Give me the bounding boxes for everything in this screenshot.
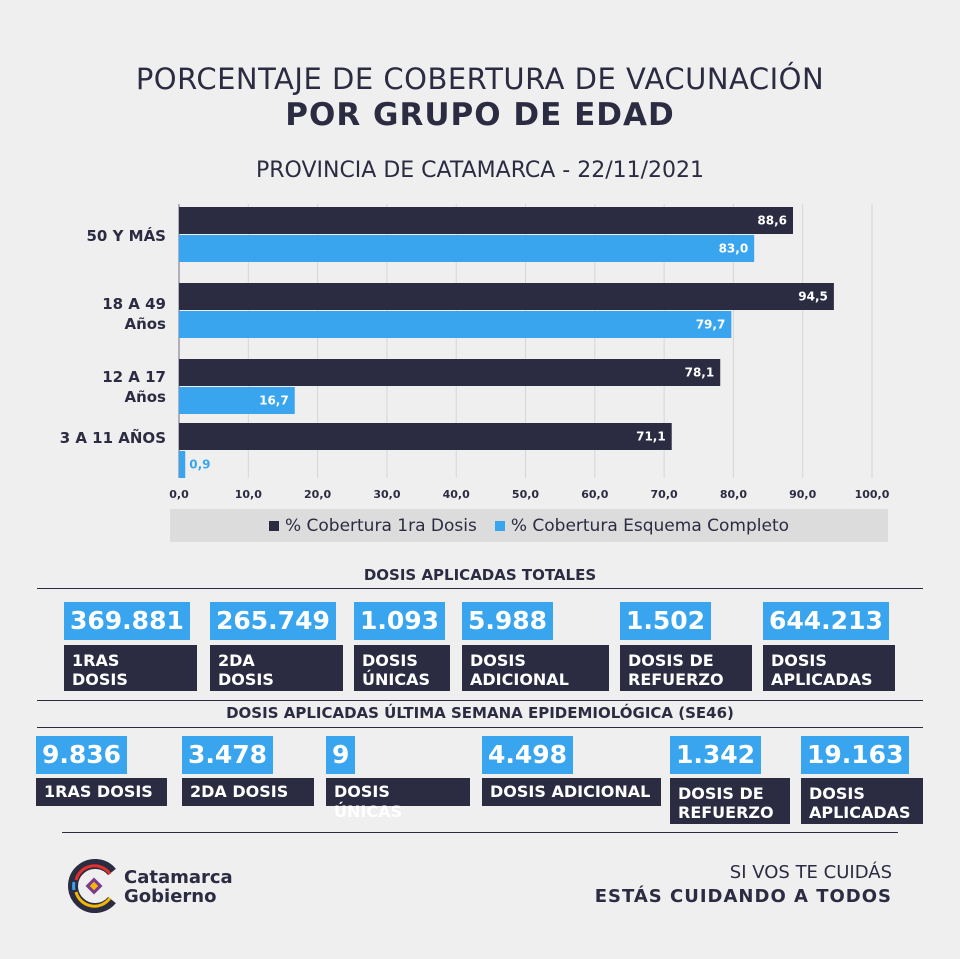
bar-full-scheme — [179, 451, 186, 478]
chart-legend: % Cobertura 1ra Dosis % Cobertura Esquem… — [170, 509, 888, 542]
x-tick-label: 10,0 — [235, 488, 262, 501]
legend-item-first-dose: % Cobertura 1ra Dosis — [268, 515, 477, 536]
total-dose-label: 2DA DOSIS — [210, 645, 343, 691]
title-line-2: POR GRUPO DE EDAD — [285, 97, 675, 133]
bar-value-label: 78,1 — [685, 366, 715, 380]
bar-first-dose — [179, 207, 793, 234]
category-label: 3 A 11 AÑOS — [60, 428, 166, 447]
bar-value-label: 16,7 — [259, 394, 289, 408]
total-dose-value: 1.502 — [620, 602, 712, 640]
bar-full-scheme — [179, 311, 732, 338]
title-line-1: PORCENTAJE DE COBERTURA DE VACUNACIÓN — [135, 62, 825, 96]
total-dose-label: DOSIS APLICADAS — [763, 645, 895, 691]
week-dose-value: 19.163 — [801, 736, 910, 774]
totals-title: DOSIS APLICADAS TOTALES — [363, 566, 597, 584]
week-dose-value: 1.342 — [670, 736, 762, 774]
x-tick-label: 50,0 — [512, 488, 539, 501]
total-dose-value: 1.093 — [354, 602, 446, 640]
total-dose-label: 1RAS DOSIS — [64, 645, 197, 691]
total-dose-value: 265.749 — [210, 602, 336, 640]
legend-label-full-scheme: % Cobertura Esquema Completo — [510, 515, 790, 536]
total-dose-value: 644.213 — [763, 602, 889, 640]
footer-divider — [62, 832, 898, 833]
x-tick-label: 30,0 — [373, 488, 400, 501]
x-tick-label: 60,0 — [581, 488, 608, 501]
bar-value-label: 83,0 — [719, 242, 749, 256]
total-dose-label: DOSIS DE REFUERZO — [620, 645, 752, 691]
bar-value-label: 88,6 — [757, 214, 787, 228]
week-dose-label: 2DA DOSIS — [182, 778, 314, 806]
category-label: Años — [124, 388, 166, 406]
bar-chart: 0,0 10,0 20,0 30,0 40,0 50,0 60,0 70,0 80,0 90,0 1… — [60, 204, 890, 501]
bar-value-label: 94,5 — [798, 290, 828, 304]
category-label: 18 A 49 — [102, 295, 166, 313]
week-dose-label: DOSIS APLICADAS — [801, 778, 923, 824]
bar-full-scheme — [179, 387, 295, 414]
chart-subtitle: PROVINCIA DE CATAMARCA - 22/11/2021 — [255, 158, 705, 183]
brand-line-2: Gobierno — [124, 886, 217, 907]
x-tick-label: 20,0 — [304, 488, 331, 501]
week-dose-label: DOSIS ÚNICAS — [326, 778, 470, 821]
week-divider-bottom — [37, 727, 923, 728]
week-dose-value: 9.836 — [36, 736, 128, 774]
week-dose-value: 4.498 — [482, 736, 574, 774]
legend-label-first-dose: % Cobertura 1ra Dosis — [284, 515, 477, 536]
x-tick-label: 100,0 — [855, 488, 890, 501]
x-tick-label: 70,0 — [651, 488, 678, 501]
bar-full-scheme — [179, 235, 755, 262]
category-label: 12 A 17 — [102, 368, 166, 386]
x-tick-label: 0,0 — [169, 488, 189, 501]
total-dose-value: 5.988 — [462, 602, 554, 640]
legend-swatch-dark — [268, 520, 279, 531]
bar-first-dose — [179, 283, 834, 310]
legend-swatch-blue — [494, 520, 505, 531]
x-tick-label: 80,0 — [720, 488, 747, 501]
bar-first-dose — [179, 423, 672, 450]
total-dose-value: 369.881 — [64, 602, 190, 640]
slogan-line-2: ESTÁS CUIDANDO A TODOS — [594, 886, 892, 907]
category-label: 50 Y MÁS — [86, 226, 166, 245]
x-tick-label: 40,0 — [443, 488, 470, 501]
week-dose-value: 3.478 — [182, 736, 274, 774]
brand-line-1: Catamarca — [124, 867, 233, 888]
week-dose-label: 1RAS DOSIS — [36, 778, 167, 806]
bar-value-label: 79,7 — [696, 318, 726, 332]
bar-value-label: 71,1 — [636, 430, 666, 444]
catamarca-logo-icon — [68, 859, 116, 913]
x-tick-label: 90,0 — [789, 488, 816, 501]
week-dose-label: DOSIS DE REFUERZO — [670, 778, 790, 824]
week-title: DOSIS APLICADAS ÚLTIMA SEMANA EPIDEMIOLÓ… — [226, 704, 734, 722]
week-dose-value: 9 — [326, 736, 356, 774]
week-dose-label: DOSIS ADICIONAL — [482, 778, 661, 806]
slogan-line-1: SI VOS TE CUIDÁS — [729, 862, 892, 883]
bar-value-label: 0,9 — [189, 458, 210, 472]
total-dose-label: DOSIS ADICIONAL — [462, 645, 609, 691]
bar-first-dose — [179, 359, 721, 386]
legend-item-full-scheme: % Cobertura Esquema Completo — [494, 515, 790, 536]
week-divider-top — [37, 700, 923, 701]
category-label: Años — [124, 315, 166, 333]
totals-divider — [37, 588, 923, 589]
total-dose-label: DOSIS ÚNICAS — [354, 645, 450, 691]
